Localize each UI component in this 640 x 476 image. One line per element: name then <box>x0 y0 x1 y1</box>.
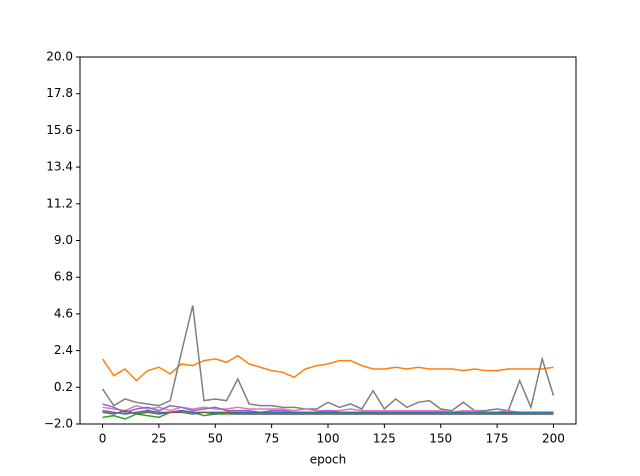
y-tick-label: 9.0 <box>54 233 73 247</box>
series-line <box>102 409 554 415</box>
y-tick-label: 11.2 <box>46 196 73 210</box>
x-tick-label: 50 <box>208 432 223 446</box>
y-tick-label: 17.8 <box>46 86 73 100</box>
series-line <box>102 409 554 415</box>
x-tick-label: 0 <box>99 432 107 446</box>
plot-frame <box>79 56 577 425</box>
series-line <box>101 305 555 412</box>
y-tick-label: −2.0 <box>44 417 73 431</box>
x-tick-label: 175 <box>486 432 509 446</box>
x-tick-label: 150 <box>429 432 452 446</box>
x-tick-label: 200 <box>542 432 565 446</box>
x-tick-label: 100 <box>317 432 340 446</box>
x-tick-label: 125 <box>373 432 396 446</box>
series-line <box>101 354 554 382</box>
y-tick-label: 2.4 <box>54 343 73 357</box>
y-tick-label: 13.4 <box>46 160 73 174</box>
y-tick-label: 20.0 <box>46 50 73 64</box>
y-tick-label: 0.2 <box>54 380 73 394</box>
y-tick-label: 6.8 <box>54 270 73 284</box>
y-tick-label: 15.6 <box>46 123 73 137</box>
x-axis-label: epoch <box>310 453 347 467</box>
y-tick-label: 4.6 <box>54 306 73 320</box>
x-tick-label: 25 <box>151 432 166 446</box>
x-tick-label: 75 <box>264 432 279 446</box>
